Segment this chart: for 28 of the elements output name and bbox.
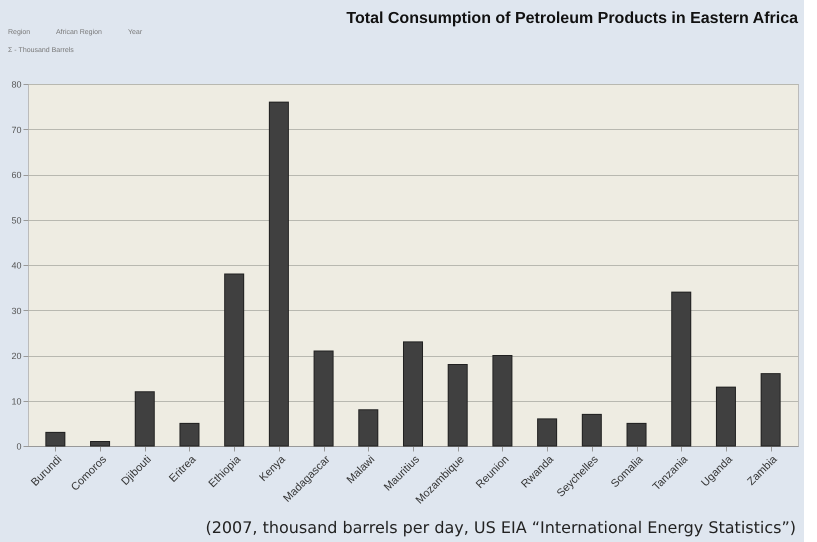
- bar: [537, 418, 558, 446]
- bar: [626, 422, 647, 446]
- bar: [671, 292, 692, 446]
- bar: [179, 422, 200, 446]
- bar: [268, 102, 289, 446]
- bar: [224, 274, 244, 446]
- bar: [45, 432, 66, 446]
- text: (2007, thousand barrels per day, US EIA “International Energy Statistics”): [205, 518, 796, 537]
- y-tick-label: 70: [11, 124, 22, 135]
- bar: [402, 341, 424, 446]
- y-tick-label: 10: [11, 396, 22, 406]
- y-tick-label: 60: [11, 170, 22, 180]
- bar: [716, 386, 736, 446]
- bar: [582, 414, 602, 446]
- bar: [358, 409, 378, 446]
- bar: [134, 391, 155, 446]
- bar: [448, 364, 468, 446]
- y-tick-label: 0: [16, 442, 22, 452]
- bar: [492, 355, 512, 446]
- y-tick-label: 20: [11, 351, 22, 361]
- y-tick-label: 50: [11, 215, 22, 226]
- y-tick-label: 30: [11, 306, 22, 316]
- chart-title: Total Consumption of Petroleum Products in Eastern Africa: [346, 10, 798, 27]
- bar: [760, 373, 781, 446]
- bar: [90, 440, 110, 446]
- y-tick-label: 80: [11, 80, 22, 90]
- y-tick-label: 40: [11, 260, 22, 270]
- bar: [314, 350, 334, 446]
